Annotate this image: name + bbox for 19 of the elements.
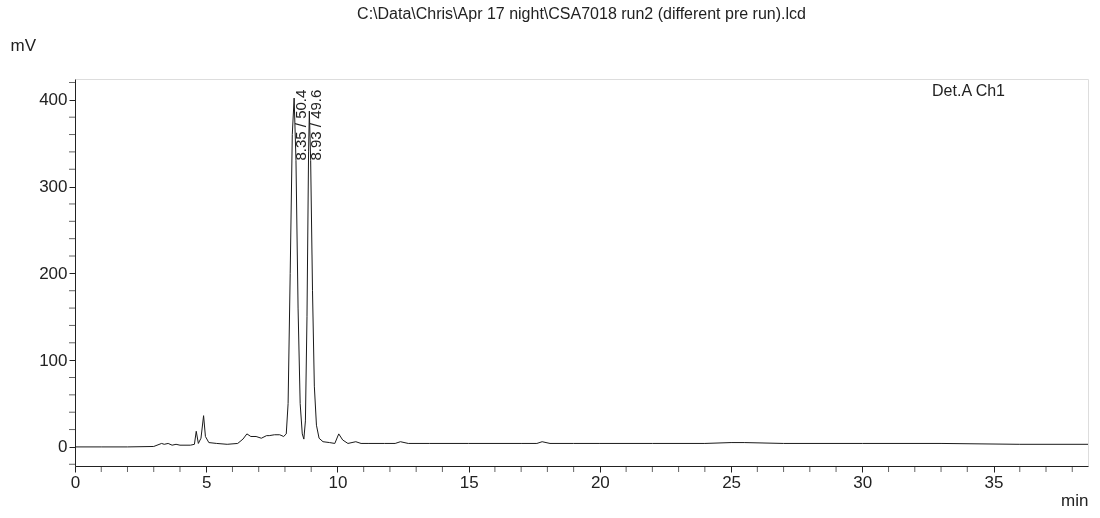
x-tick-label: 35 [984, 472, 1004, 492]
annotation: 8.35 / 50.4 [292, 89, 310, 161]
y-tick-label: 100 [39, 350, 68, 370]
x-tick-label: 10 [328, 472, 348, 492]
x-tick-label: 25 [722, 472, 742, 492]
y-tick-label: 0 [58, 437, 68, 457]
x-tick-label: 15 [459, 472, 479, 492]
y-tick-label: 200 [39, 263, 68, 283]
x-axis-title: min [1061, 490, 1089, 510]
x-tick-label: 20 [590, 472, 610, 492]
y-tick-label: 300 [39, 177, 68, 197]
x-tick-label: 30 [853, 472, 873, 492]
annotation: 8.93 / 49.6 [307, 89, 325, 161]
y-tick-label: 400 [39, 90, 68, 110]
x-tick-label: 5 [201, 472, 212, 492]
y-axis-title: mV [10, 35, 37, 55]
x-tick-label: 0 [70, 472, 81, 492]
chart-title: C:\Data\Chris\Apr 17 night\CSA7018 run2 (different pre run).lcd [357, 5, 806, 22]
annotation: Det.A Ch1 [932, 82, 1006, 99]
